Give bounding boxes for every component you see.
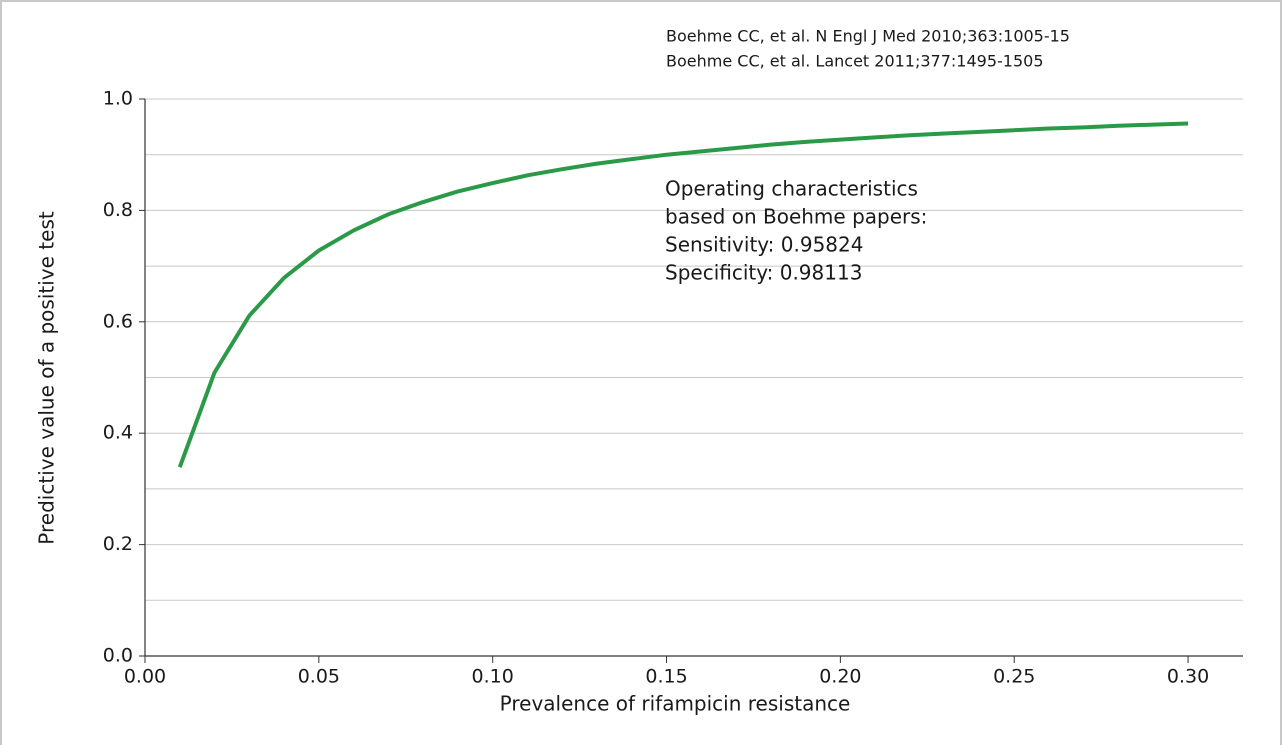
annotation: Specificity: 0.98113 [665,261,862,285]
annotation: based on Boehme papers: [665,205,927,229]
y-tick-label: 0.8 [103,199,133,221]
y-tick-label: 0.4 [103,422,133,444]
annotation: Operating characteristics [665,177,918,201]
y-tick-label: 0.6 [103,310,133,332]
x-tick-label: 0.05 [298,666,340,688]
y-tick-label: 0.2 [103,533,133,555]
annotation: Sensitivity: 0.95824 [665,233,863,257]
x-tick-label: 0.20 [819,666,861,688]
x-tick-label: 0.30 [1167,666,1209,688]
x-tick-label: 0.00 [124,666,166,688]
data-line [177,121,1189,468]
reference: Boehme CC, et al. Lancet 2011;377:1495-1… [666,52,1044,71]
reference: Boehme CC, et al. N Engl J Med 2010;363:… [666,27,1070,46]
y-tick-label: 1.0 [103,88,133,110]
y-axis-title: Predictive value of a positive test [35,211,59,545]
x-axis-title: Prevalence of rifampicin resistance [500,692,851,716]
y-tick-label: 0.0 [103,645,133,667]
x-tick-label: 0.10 [472,666,514,688]
x-tick-label: 0.15 [645,666,687,688]
x-tick-label: 0.25 [993,666,1035,688]
